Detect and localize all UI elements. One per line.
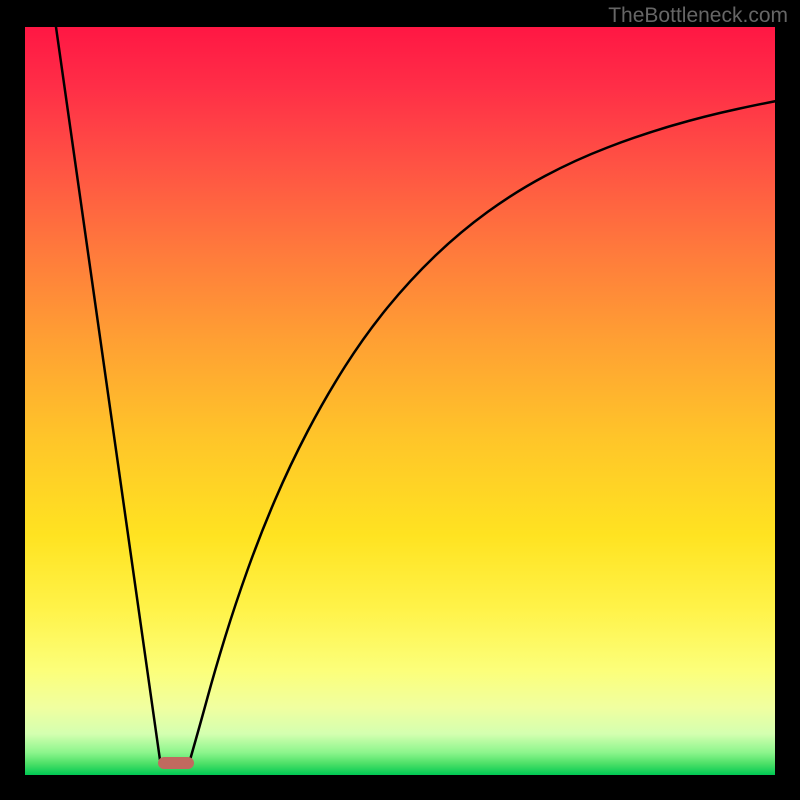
chart-container: TheBottleneck.com (0, 0, 800, 800)
plot-area (25, 27, 775, 775)
minimum-marker (158, 757, 194, 769)
watermark-text: TheBottleneck.com (608, 4, 788, 28)
bottleneck-chart (0, 0, 800, 800)
